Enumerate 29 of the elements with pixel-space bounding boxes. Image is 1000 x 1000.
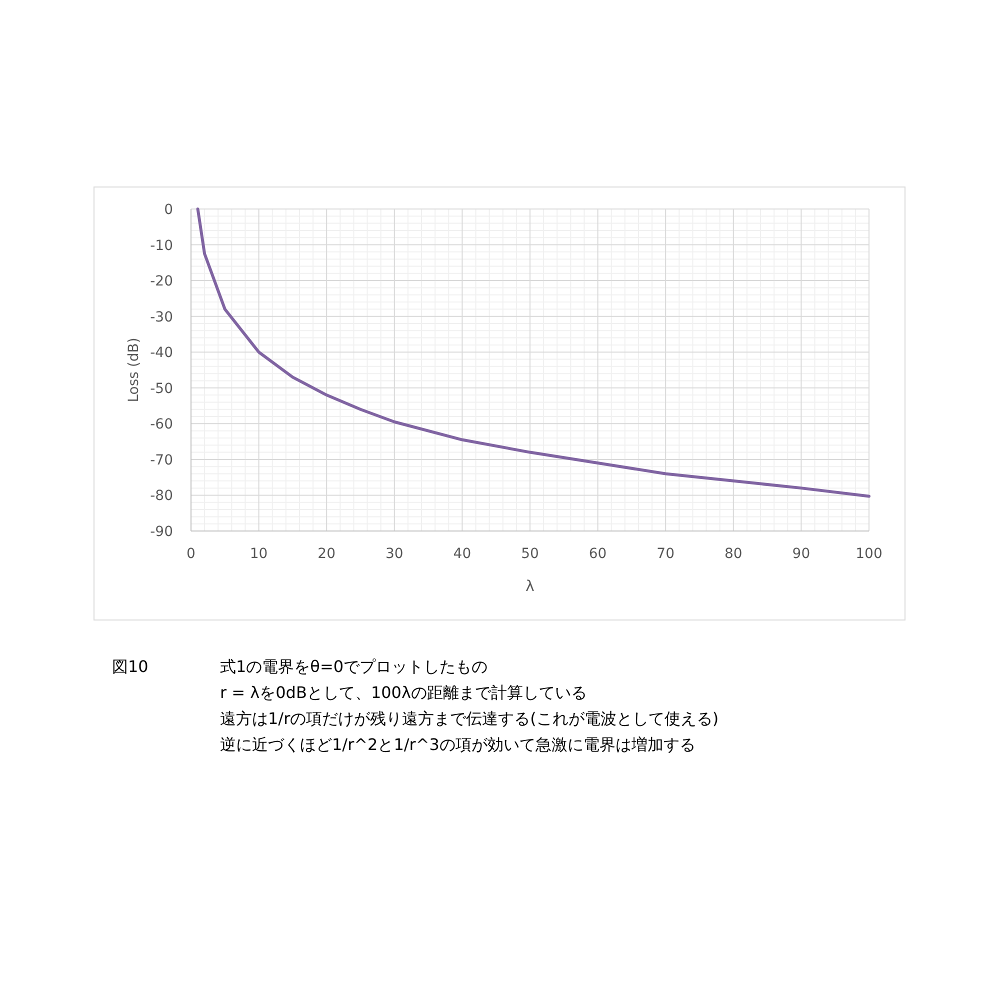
y-tick-label: -10: [150, 238, 173, 254]
y-tick-label: -40: [150, 345, 173, 362]
x-tick-label: 30: [385, 546, 404, 562]
caption: 図10: [112, 657, 148, 676]
line-series: [196, 208, 870, 498]
x-tick-label: 20: [318, 546, 336, 562]
x-tick-label: 70: [656, 546, 675, 562]
x-tick-label: 0: [186, 546, 196, 562]
x-tick-label: 40: [453, 546, 472, 562]
x-tick-label: 100: [856, 546, 882, 562]
y-tick-label: -60: [150, 416, 173, 433]
y-tick-label: 0: [164, 202, 173, 218]
text: 式1の電界をθ=0でプロットしたもの: [220, 657, 488, 676]
y-tick-label: -90: [150, 524, 173, 540]
y-tick-label: -50: [150, 380, 173, 397]
y-tick-label: -30: [150, 309, 173, 326]
text: r = λを0dBとして、100λの距離まで計算している: [220, 683, 587, 702]
y-tick-label: -70: [150, 452, 173, 468]
x-tick-label: 60: [588, 546, 607, 562]
x-axis-title: λ: [526, 577, 535, 595]
text: 逆に近づくほど1/r^2と1/r^3の項が効いて急激に電界は増加する: [220, 735, 696, 754]
x-tick-label: 50: [521, 546, 539, 562]
x-tick-label: 80: [724, 546, 742, 562]
y-tick-label: -20: [150, 274, 173, 290]
y-tick-label: -80: [150, 488, 173, 504]
text: 遠方は1/rの項だけが残り遠方まで伝達する(これが電波として使える): [220, 709, 719, 728]
x-tick-label: 10: [250, 546, 268, 562]
y-axis-title: Loss (dB): [126, 338, 142, 402]
x-tick-label: 90: [792, 546, 810, 562]
